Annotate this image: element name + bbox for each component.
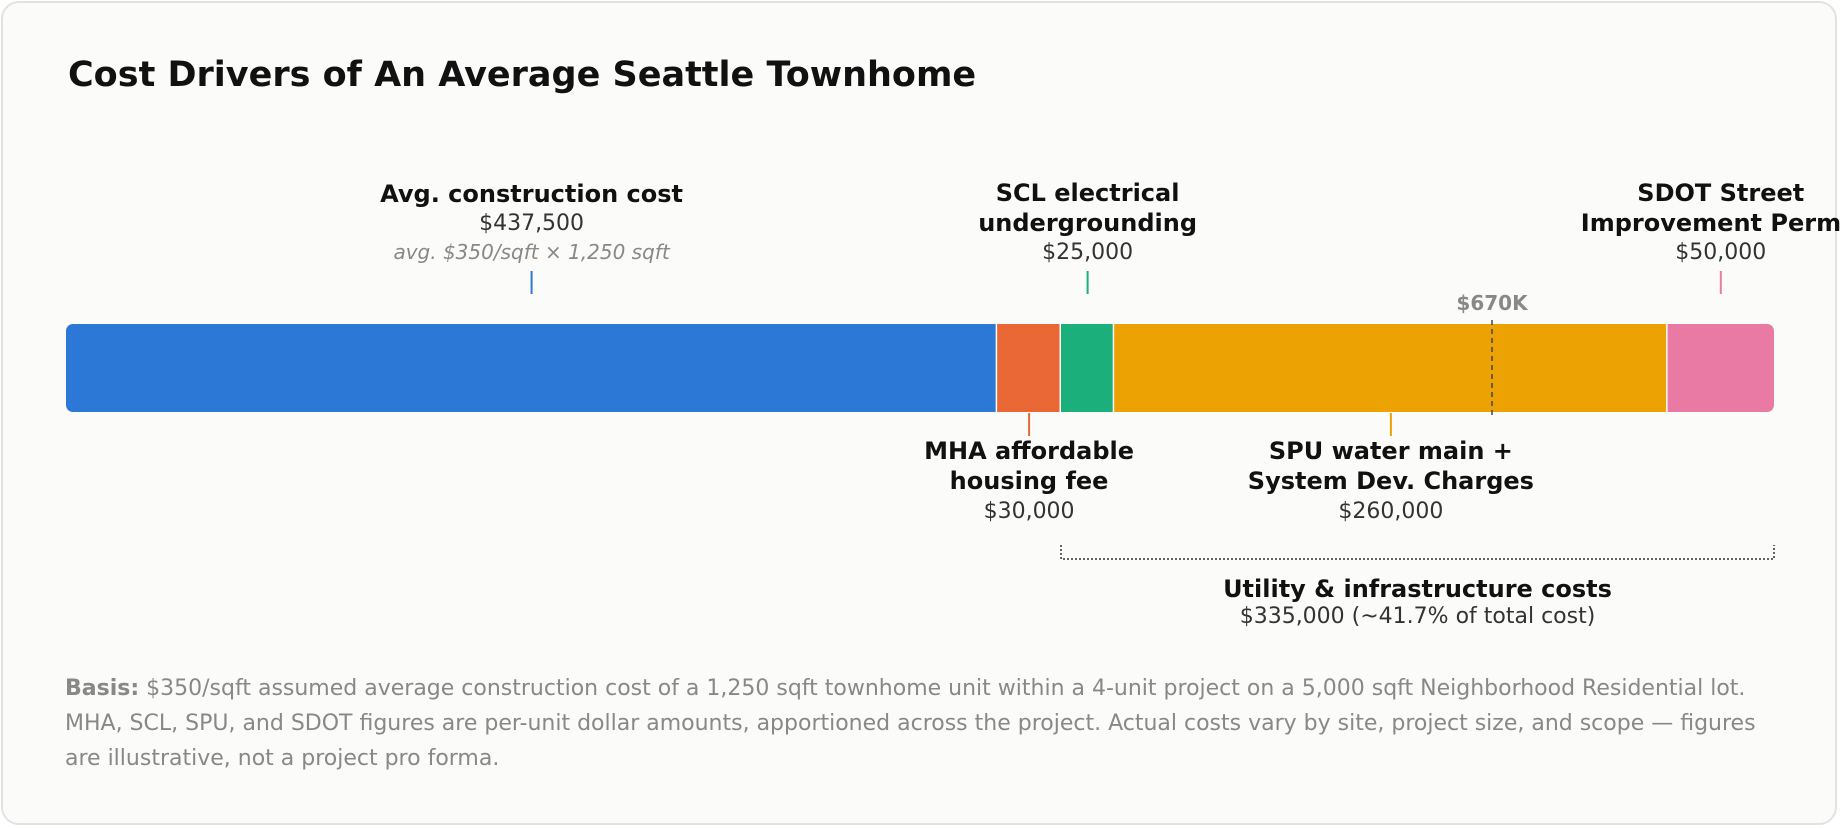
segment-note-construction: avg. $350/sqft × 1,250 sqft xyxy=(393,240,670,264)
bar-segment-construction xyxy=(66,324,998,412)
segment-name-spu: System Dev. Charges xyxy=(1248,467,1534,495)
segment-name-scl: SCL electrical xyxy=(996,179,1180,207)
chart-title: Cost Drivers of An Average Seattle Townh… xyxy=(68,55,977,95)
segment-name-sdot: SDOT Street xyxy=(1637,179,1804,207)
segment-value-spu: $260,000 xyxy=(1338,499,1443,524)
bracket-label: Utility & infrastructure costs xyxy=(1223,575,1612,603)
segment-name-scl: undergrounding xyxy=(978,209,1197,237)
bar-annotations: Avg. construction cost $437,500 avg. $350/… xyxy=(380,179,1840,629)
bar-segment-spu xyxy=(1114,324,1668,412)
bar-segment-mha xyxy=(997,324,1062,412)
segment-name-sdot: Improvement Permit xyxy=(1581,209,1840,237)
bar-segments xyxy=(66,324,1774,412)
bar-segment-scl xyxy=(1061,324,1115,412)
reference-line: $670K xyxy=(1456,291,1529,416)
footnote-text: $350/sqft assumed average construction c… xyxy=(65,676,1756,771)
bracket-line xyxy=(1060,545,1775,560)
segment-value-scl: $25,000 xyxy=(1042,240,1133,265)
segment-name-mha: MHA affordable xyxy=(924,437,1134,465)
utility-bracket: Utility & infrastructure costs$335,000 (… xyxy=(1060,545,1775,629)
segment-label-spu: SPU water main +System Dev. Charges $260,… xyxy=(1248,413,1534,524)
bar-segment-sdot xyxy=(1667,324,1774,412)
bracket-value: $335,000 (~41.7% of total cost) xyxy=(1240,604,1596,629)
segment-name-mha: housing fee xyxy=(950,467,1109,495)
segment-value-sdot: $50,000 xyxy=(1675,240,1766,265)
footnote: Basis: $350/sqft assumed average constru… xyxy=(65,671,1785,776)
segment-label-construction: Avg. construction cost $437,500 avg. $350/… xyxy=(380,180,683,294)
segment-value-construction: $437,500 xyxy=(479,211,584,236)
segment-name-spu: SPU water main + xyxy=(1269,437,1513,465)
reference-line-label: $670K xyxy=(1456,291,1529,315)
segment-value-mha: $30,000 xyxy=(984,499,1075,524)
footnote-label: Basis: xyxy=(65,676,140,701)
segment-name-construction: Avg. construction cost xyxy=(380,180,683,208)
